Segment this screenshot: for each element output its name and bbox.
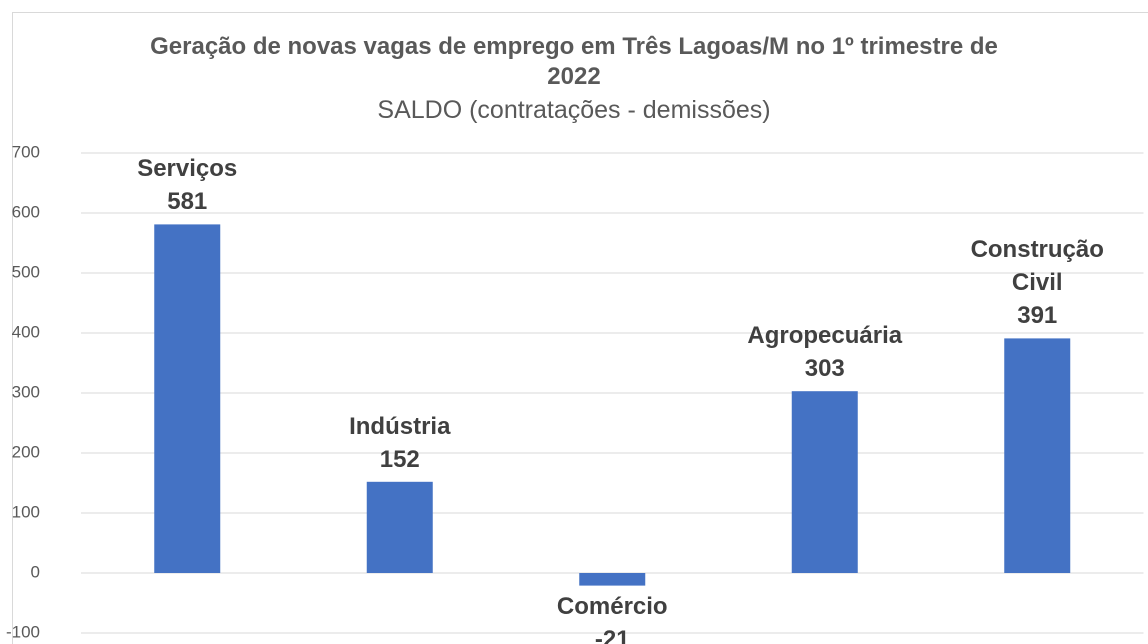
data-label: Agropecuária 303: [725, 319, 925, 385]
value-label: 152: [379, 445, 420, 473]
category-label: Indústria: [349, 412, 451, 440]
value-label: 303: [804, 355, 845, 383]
chart-frame: [12, 12, 1148, 644]
value-label: 391: [1017, 302, 1058, 330]
y-tick-label: 500: [12, 262, 40, 281]
y-tick-label: 300: [12, 382, 40, 401]
chart-title: Geração de novas vagas de emprego em Trê…: [150, 33, 998, 90]
bar: [791, 391, 858, 573]
bar: [366, 481, 433, 573]
value-label: -21: [594, 625, 630, 644]
y-tick-label: 100: [12, 502, 40, 521]
category-label: Serviços: [137, 155, 238, 183]
y-tick-label: 0: [31, 562, 40, 581]
category-label: Comércio: [556, 592, 668, 620]
y-tick-label: 600: [12, 202, 40, 221]
bar: [154, 224, 221, 573]
bar: [579, 573, 646, 586]
bar: [1004, 338, 1071, 573]
category-label: Construção Civil: [970, 236, 1104, 297]
data-label: Serviços 581: [87, 152, 287, 218]
value-label: 581: [167, 188, 208, 216]
y-tick-label: 400: [12, 322, 40, 341]
data-label: Indústria 152: [300, 410, 500, 476]
chart-subtitle: SALDO (contratações - demissões): [377, 96, 771, 124]
y-tick-label: 200: [12, 442, 40, 461]
data-label: Construção Civil 391: [937, 233, 1137, 332]
data-label: Comércio -21: [512, 590, 712, 644]
y-tick-label: -100: [6, 622, 40, 641]
y-tick-label: 700: [12, 142, 40, 161]
category-label: Agropecuária: [747, 322, 903, 350]
